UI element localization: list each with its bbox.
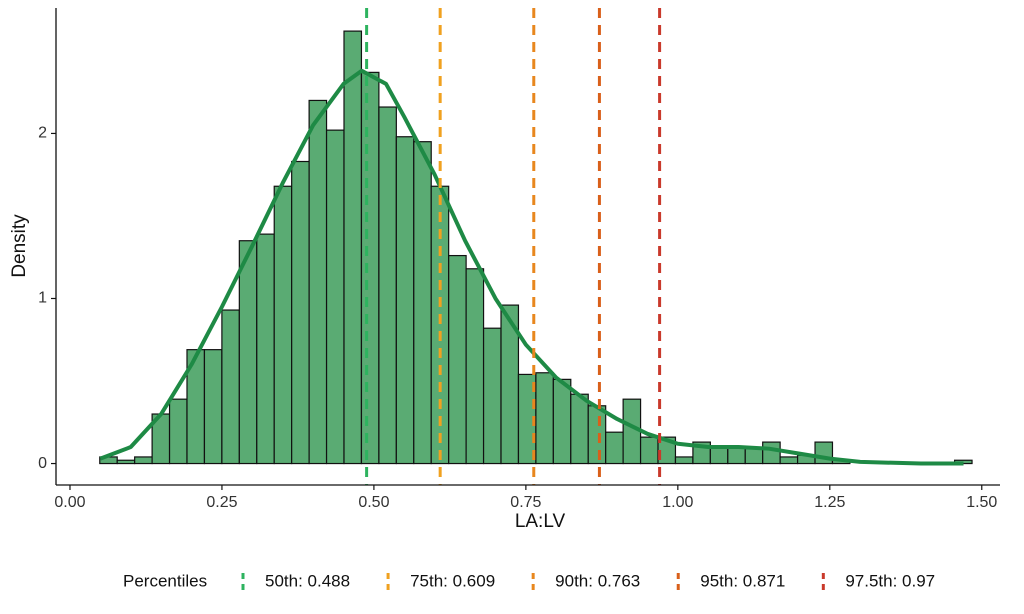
bar	[134, 456, 153, 465]
legend-label: 95th: 0.871	[700, 571, 785, 590]
bar	[221, 309, 240, 465]
bar	[587, 405, 607, 465]
bar	[395, 136, 415, 465]
legend-label: 50th: 0.488	[265, 571, 350, 590]
bar	[308, 99, 328, 465]
x-tick-label: 0.50	[358, 494, 389, 511]
bar	[448, 254, 467, 465]
y-tick-label: 0	[38, 455, 47, 472]
density-curve	[99, 68, 964, 466]
x-tick-label: 0.75	[510, 494, 541, 511]
bar	[639, 436, 659, 465]
bar	[360, 71, 380, 465]
bar	[552, 378, 572, 465]
x-tick-label: 0.00	[54, 494, 85, 511]
x-tick-label: 1.00	[662, 494, 693, 511]
bar	[378, 106, 397, 465]
legend-title: Percentiles	[123, 571, 207, 590]
legend-label: 90th: 0.763	[555, 571, 640, 590]
legend-label: 97.5th: 0.97	[845, 571, 935, 590]
bar	[779, 456, 799, 465]
bar	[203, 349, 223, 465]
bar	[238, 240, 258, 465]
x-axis-label: LA:LV	[515, 511, 566, 532]
bar	[605, 431, 624, 465]
bar	[727, 446, 746, 465]
bar	[273, 185, 293, 465]
bar	[116, 459, 136, 465]
bar	[256, 233, 275, 465]
bar	[570, 393, 589, 465]
x-tick-label: 1.50	[966, 494, 997, 511]
bar	[657, 436, 677, 465]
bar	[744, 448, 764, 465]
legend-label: 75th: 0.609	[410, 571, 495, 590]
bar	[168, 398, 188, 465]
bar	[325, 129, 345, 465]
bar	[482, 327, 502, 465]
bar	[465, 268, 485, 465]
bar	[343, 30, 363, 465]
bar	[535, 372, 554, 465]
y-tick-label: 2	[38, 125, 47, 142]
bar	[674, 456, 694, 465]
y-axis-label: Density	[9, 214, 30, 278]
bar	[762, 441, 781, 465]
bar	[413, 141, 432, 465]
x-tick-label: 0.25	[206, 494, 237, 511]
bar	[709, 446, 729, 465]
x-tick-label: 1.25	[814, 494, 845, 511]
bar	[291, 160, 310, 465]
y-tick-label: 1	[38, 290, 47, 307]
